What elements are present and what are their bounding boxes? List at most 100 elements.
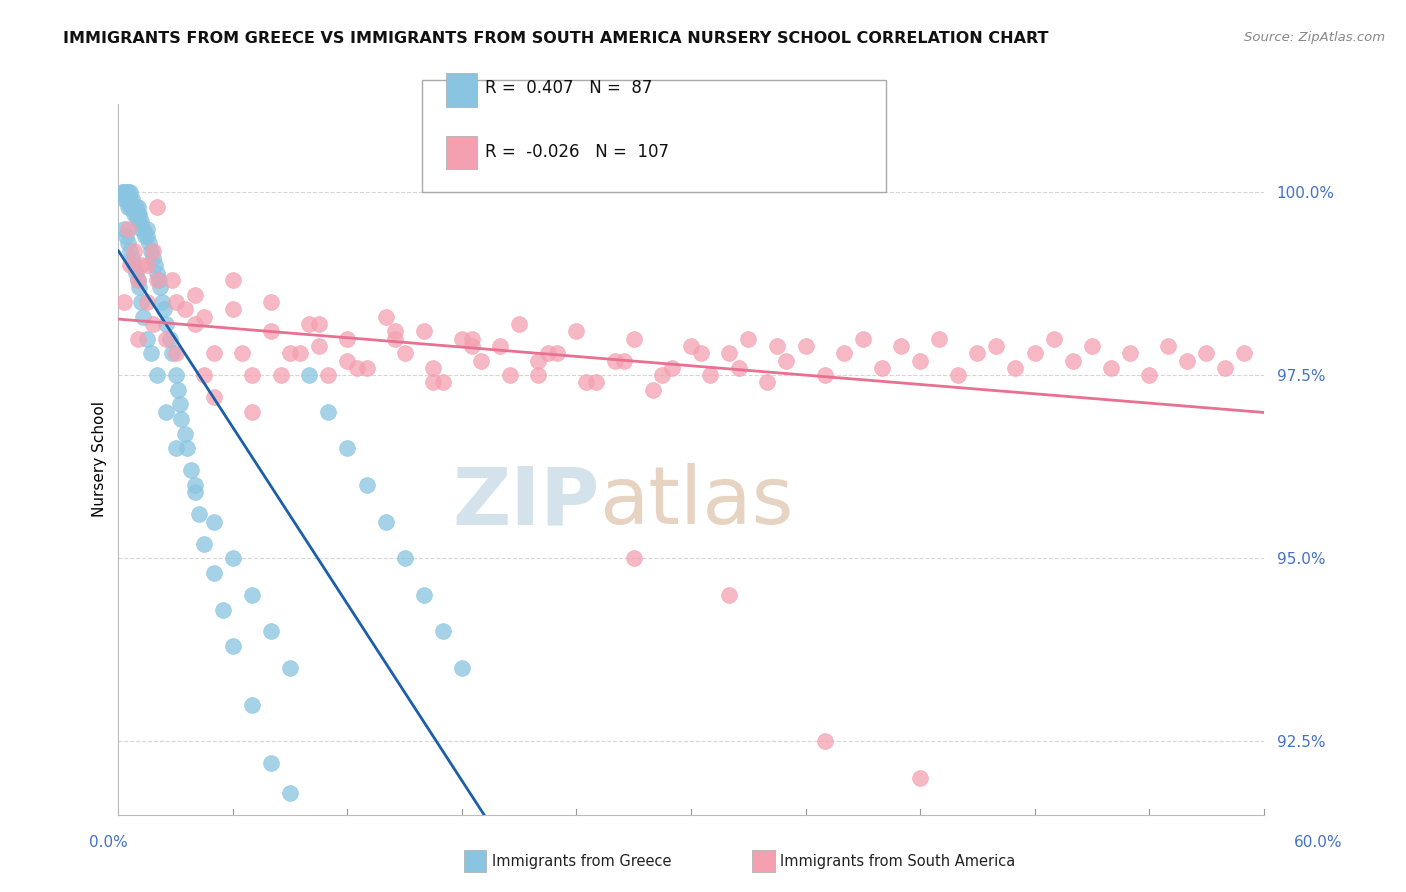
- Point: [155, 405, 177, 419]
- Point: [165, 346, 187, 360]
- Y-axis label: Nursery School: Nursery School: [93, 401, 107, 517]
- Point: [318, 405, 340, 419]
- Point: [870, 360, 893, 375]
- Point: [115, 193, 138, 207]
- Point: [149, 280, 172, 294]
- Point: [145, 368, 167, 383]
- Point: [165, 294, 187, 309]
- Point: [1175, 353, 1198, 368]
- Point: [118, 258, 141, 272]
- Point: [117, 200, 139, 214]
- Point: [115, 229, 138, 244]
- Point: [451, 332, 474, 346]
- Point: [356, 360, 378, 375]
- Point: [499, 368, 522, 383]
- Point: [1157, 339, 1180, 353]
- Point: [184, 317, 207, 331]
- Point: [124, 266, 146, 280]
- Point: [155, 317, 177, 331]
- Point: [166, 383, 188, 397]
- Point: [689, 346, 711, 360]
- Text: Immigrants from Greece: Immigrants from Greece: [492, 855, 672, 869]
- Point: [202, 346, 225, 360]
- Point: [527, 368, 550, 383]
- Point: [384, 324, 406, 338]
- Point: [651, 368, 673, 383]
- Point: [193, 310, 215, 324]
- Point: [623, 332, 645, 346]
- Point: [298, 368, 321, 383]
- Point: [145, 266, 167, 280]
- Point: [575, 376, 598, 390]
- Point: [127, 200, 149, 214]
- Point: [298, 317, 321, 331]
- Point: [202, 515, 225, 529]
- Point: [117, 236, 139, 251]
- Point: [278, 661, 301, 675]
- Point: [308, 339, 330, 353]
- Point: [794, 339, 817, 353]
- Point: [775, 353, 797, 368]
- Point: [127, 207, 149, 221]
- Point: [112, 221, 135, 235]
- Point: [184, 287, 207, 301]
- Point: [117, 185, 139, 199]
- Point: [122, 207, 145, 221]
- Point: [145, 273, 167, 287]
- Point: [176, 442, 198, 456]
- Point: [170, 412, 193, 426]
- Point: [222, 273, 245, 287]
- Point: [1081, 339, 1104, 353]
- Point: [193, 368, 215, 383]
- Point: [1137, 368, 1160, 383]
- Point: [121, 200, 143, 214]
- Point: [374, 515, 396, 529]
- Text: Immigrants from South America: Immigrants from South America: [780, 855, 1015, 869]
- Point: [384, 332, 406, 346]
- Point: [160, 273, 183, 287]
- Point: [308, 317, 330, 331]
- Point: [1024, 346, 1046, 360]
- Point: [585, 376, 607, 390]
- Point: [212, 602, 235, 616]
- Point: [153, 302, 176, 317]
- Point: [1062, 353, 1084, 368]
- Point: [142, 244, 165, 258]
- Point: [112, 294, 135, 309]
- Point: [565, 324, 588, 338]
- Point: [159, 332, 181, 346]
- Point: [470, 353, 492, 368]
- Point: [1215, 360, 1237, 375]
- Point: [432, 624, 454, 639]
- Point: [138, 236, 160, 251]
- Point: [278, 786, 301, 800]
- Point: [112, 193, 135, 207]
- Point: [222, 551, 245, 566]
- Point: [661, 360, 683, 375]
- Point: [1233, 346, 1256, 360]
- Point: [613, 353, 636, 368]
- Point: [412, 588, 434, 602]
- Point: [136, 332, 159, 346]
- Text: ZIP: ZIP: [453, 463, 599, 541]
- Point: [165, 368, 187, 383]
- Point: [111, 185, 134, 199]
- Point: [131, 221, 153, 235]
- Point: [1042, 332, 1064, 346]
- Point: [169, 397, 191, 411]
- Point: [155, 332, 177, 346]
- Point: [187, 508, 209, 522]
- Point: [112, 185, 135, 199]
- Point: [184, 485, 207, 500]
- Point: [374, 310, 396, 324]
- Point: [603, 353, 626, 368]
- Point: [117, 193, 139, 207]
- Point: [150, 294, 173, 309]
- Point: [756, 376, 779, 390]
- Point: [336, 353, 359, 368]
- Point: [174, 426, 197, 441]
- Point: [143, 258, 166, 272]
- Point: [394, 346, 416, 360]
- Point: [117, 221, 139, 235]
- Point: [145, 200, 167, 214]
